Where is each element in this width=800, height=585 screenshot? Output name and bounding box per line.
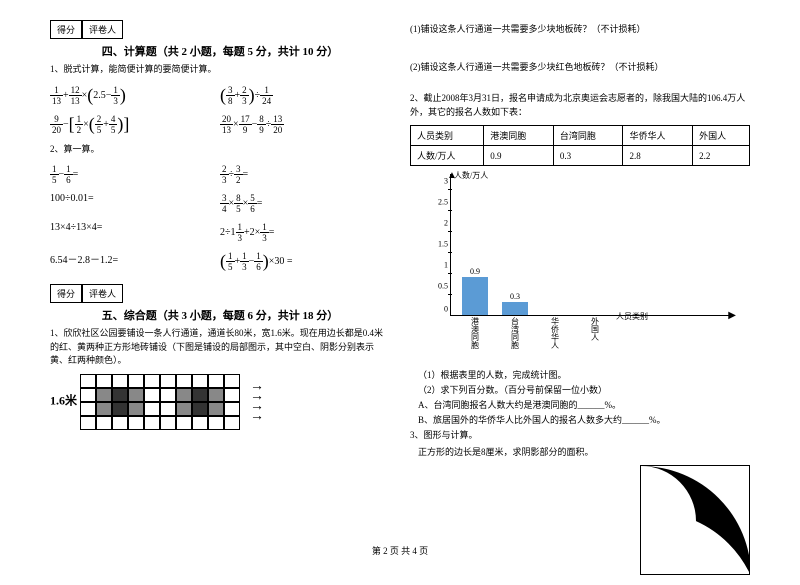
q1-2: (2)铺设这条人行通道一共需要多少块红色地板砖？（不计损耗） <box>410 61 750 75</box>
grader-label-2: 评卷人 <box>82 284 123 303</box>
math-row-4: 100÷0.01= 34×85×56= <box>50 193 390 214</box>
th-4: 华侨华人 <box>623 126 693 146</box>
ytick-1: 0.5 <box>438 282 448 291</box>
ytick-6: 3 <box>444 177 448 186</box>
expr-12: (15+13−16)×30 = <box>220 251 390 272</box>
math-row-5: 13×4÷13×4= 2÷113+2×13= <box>50 222 390 243</box>
th-2: 港澳同胞 <box>484 126 554 146</box>
ytick-4: 2 <box>444 219 448 228</box>
q4-1: 1、脱式计算，能简便计算的要简便计算。 <box>50 63 390 77</box>
ytick-2: 1 <box>444 261 448 270</box>
xcat-2: 台湾同胞 <box>509 318 521 350</box>
tiles-diagram: 1.6米 →→→→ <box>50 374 390 430</box>
ytick-5: 2.5 <box>438 198 448 207</box>
expr-8: 34×85×56= <box>220 193 390 214</box>
q3: 3、图形与计算。 <box>410 429 750 443</box>
score-box-2: 得分 评卷人 <box>50 284 390 303</box>
leaf-shape-icon <box>641 466 750 575</box>
expr-2: (38+23)÷124 <box>220 85 390 106</box>
math-row-3: 15−16= 23÷32= <box>50 164 390 185</box>
th-5: 外国人 <box>693 126 750 146</box>
tv-3: 2.8 <box>623 146 693 166</box>
sub-2: （2）求下列百分数。（百分号前保留一位小数） <box>418 383 750 396</box>
arrows-icon: →→→→ <box>250 382 264 422</box>
data-table: 人员类别 港澳同胞 台湾同胞 华侨华人 外国人 人数/万人 0.9 0.3 2.… <box>410 125 750 166</box>
bar-1 <box>462 277 488 315</box>
q3b: 正方形的边长是8厘米，求阴影部分的面积。 <box>418 446 750 460</box>
tv-1: 0.9 <box>484 146 554 166</box>
expr-11: 6.54－2.8－1.2= <box>50 251 220 272</box>
ytick-0: 0 <box>444 305 448 314</box>
x-axis <box>450 315 730 316</box>
bar-chart: 人数/万人 ▲ ▶ 0 0.5 1 1.5 2 2.5 3 0.9 0.3 港澳… <box>430 174 750 334</box>
xcat-3: 华侨华人 <box>549 318 561 350</box>
bar-label-1: 0.9 <box>470 267 480 276</box>
tiles-grid <box>80 374 240 430</box>
tv-4: 2.2 <box>693 146 750 166</box>
tv-2: 0.3 <box>553 146 623 166</box>
bar-label-2: 0.3 <box>510 292 520 301</box>
x-axis-title: 人员类别 <box>616 311 648 322</box>
math-row-1: 113+1213×(2.5−13) (38+23)÷124 <box>50 85 390 106</box>
y-axis-title: 人数/万人 <box>454 170 488 181</box>
score-label-2: 得分 <box>50 284 82 303</box>
x-arrow-icon: ▶ <box>728 310 736 321</box>
score-label: 得分 <box>50 20 82 39</box>
expr-10: 2÷113+2×13= <box>220 222 390 243</box>
y-arrow-icon: ▲ <box>447 170 457 181</box>
shape-diagram <box>640 465 750 575</box>
math-row-6: 6.54－2.8－1.2= (15+13−16)×30 = <box>50 251 390 272</box>
expr-3: 920−[12×(25+45)] <box>50 114 220 135</box>
expr-1: 113+1213×(2.5−13) <box>50 85 220 106</box>
q2: 2、截止2008年3月31日，报名申请成为北京奥运会志愿者的，除我国大陆的106… <box>410 92 750 119</box>
score-box: 得分 评卷人 <box>50 20 390 39</box>
expr-4: 2013×179−89÷1320 <box>220 114 390 135</box>
sub-1: （1）根据表里的人数，完成统计图。 <box>418 368 750 381</box>
xcat-1: 港澳同胞 <box>469 318 481 350</box>
q4-2: 2、算一算。 <box>50 143 390 157</box>
expr-6: 23÷32= <box>220 164 390 185</box>
expr-9: 13×4÷13×4= <box>50 222 220 243</box>
tiles-label: 1.6米 <box>50 393 77 407</box>
th-1: 人员类别 <box>411 126 484 146</box>
expr-5: 15−16= <box>50 164 220 185</box>
sub-b: B、旅居国外的华侨华人比外国人的报名人数多大约______%。 <box>418 413 750 426</box>
math-row-2: 920−[12×(25+45)] 2013×179−89÷1320 <box>50 114 390 135</box>
section5-title: 五、综合题（共 3 小题，每题 6 分，共计 18 分） <box>50 307 390 323</box>
grader-label: 评卷人 <box>82 20 123 39</box>
expr-7: 100÷0.01= <box>50 193 220 214</box>
page-footer: 第 2 页 共 4 页 <box>0 544 800 557</box>
xcat-4: 外国人 <box>589 318 601 342</box>
bar-2 <box>502 302 528 315</box>
tr-1: 人数/万人 <box>411 146 484 166</box>
q5-1: 1、欣欣社区公园要铺设一条人行通道，通道长80米，宽1.6米。现在用边长都是0.… <box>50 327 390 368</box>
th-3: 台湾同胞 <box>553 126 623 146</box>
sub-a: A、台湾同胞报名人数大约是港澳同胞的______%。 <box>418 398 750 411</box>
section4-title: 四、计算题（共 2 小题，每题 5 分，共计 10 分） <box>50 43 390 59</box>
q1-1: (1)铺设这条人行通道一共需要多少块地板砖？（不计损耗） <box>410 23 750 37</box>
ytick-3: 1.5 <box>438 240 448 249</box>
